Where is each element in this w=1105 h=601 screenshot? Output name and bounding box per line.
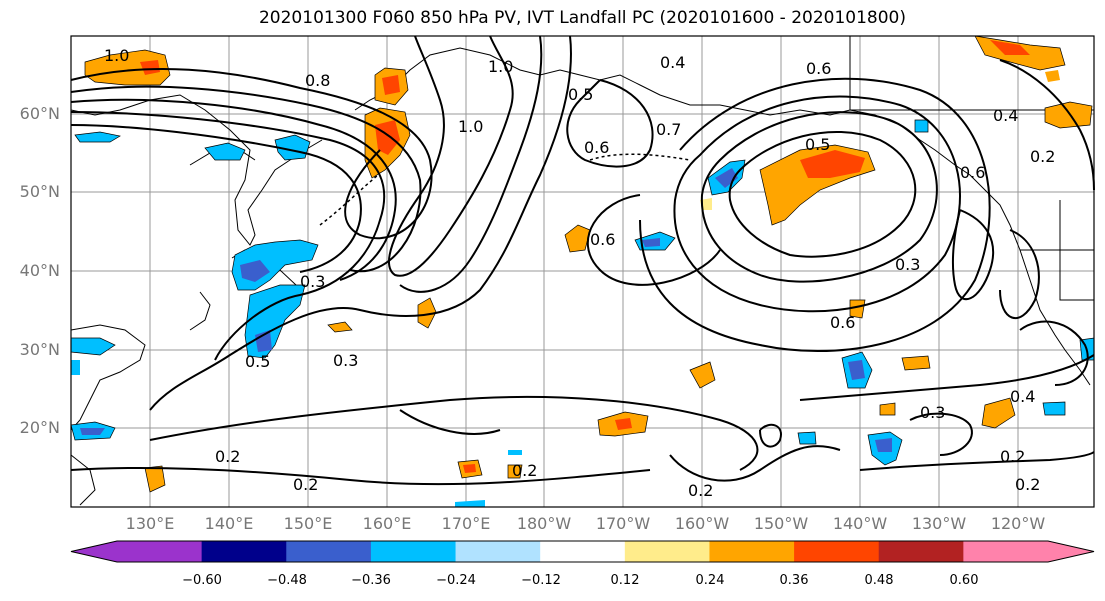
lon-tick-label: 130°W [911, 514, 967, 533]
contour-label: 0.3 [300, 272, 325, 291]
contour-label: 1.0 [104, 46, 129, 65]
colorbar-segment [963, 541, 1049, 562]
contour-label: 0.3 [333, 351, 358, 370]
colorbar-tick-label: −0.60 [182, 573, 222, 588]
colorbar-extend-min [71, 541, 117, 562]
lon-tick-label: 140°E [204, 514, 254, 533]
lon-tick-label: 150°E [283, 514, 333, 533]
colorbar-tick-label: 0.24 [695, 573, 725, 588]
contour-label: 0.4 [993, 106, 1018, 125]
lon-tick-label: 150°W [753, 514, 809, 533]
colorbar [70, 540, 1095, 563]
contour-label: 0.6 [584, 138, 609, 157]
colorbar-segment [540, 541, 626, 562]
colorbar-segment [709, 541, 795, 562]
contour-label: 1.0 [488, 57, 513, 76]
colorbar-tick-label: −0.48 [267, 573, 307, 588]
contour-label: 0.6 [806, 59, 831, 78]
lat-tick-label: 60°N [19, 104, 60, 123]
lat-tick-label: 20°N [19, 418, 60, 437]
lon-tick-label: 140°W [832, 514, 888, 533]
lon-tick-label: 120°W [990, 514, 1046, 533]
lon-tick-label: 160°W [674, 514, 730, 533]
contour-label: 0.6 [590, 230, 615, 249]
contour-label: 0.2 [688, 481, 713, 500]
colorbar-extend-max [1048, 541, 1094, 562]
contour-label: 0.5 [805, 135, 830, 154]
lat-tick-label: 30°N [19, 340, 60, 359]
contour-label: 0.4 [1010, 387, 1035, 406]
dashed-contour-2 [589, 153, 691, 161]
contour-label: 0.2 [215, 447, 240, 466]
colorbar-tick-label: 0.12 [610, 573, 640, 588]
contour-label: 0.3 [895, 255, 920, 274]
contour-label: 0.8 [305, 71, 330, 90]
colorbar-tick-label: −0.24 [436, 573, 476, 588]
contour-label: 0.2 [1015, 475, 1040, 494]
contour-label: 0.6 [960, 163, 985, 182]
pv-contours [70, 35, 1095, 486]
contour-label: 0.2 [1000, 447, 1025, 466]
contour-label: 0.6 [830, 313, 855, 332]
contour-label: 0.5 [568, 85, 593, 104]
lon-tick-label: 130°E [125, 514, 175, 533]
contour-label: 0.7 [656, 120, 681, 139]
lat-tick-label: 50°N [19, 182, 60, 201]
lon-tick-label: 170°W [595, 514, 651, 533]
positive-shading [84, 35, 1093, 493]
colorbar-segment [794, 541, 880, 562]
contour-label: 0.5 [245, 352, 270, 371]
lon-tick-label: 170°E [441, 514, 491, 533]
colorbar-tick-label: −0.12 [521, 573, 561, 588]
lon-tick-label: 180°W [516, 514, 572, 533]
colorbar-outline [70, 540, 1095, 563]
contour-label: 0.4 [660, 53, 685, 72]
colorbar-segment [878, 541, 964, 562]
colorbar-tick-label: 0.60 [949, 573, 979, 588]
colorbar-segment [286, 541, 372, 562]
colorbar-segment [624, 541, 710, 562]
colorbar-segment [370, 541, 457, 562]
colorbar-tick-label: 0.36 [779, 573, 809, 588]
lon-tick-label: 160°E [362, 514, 412, 533]
map-frame [70, 35, 1095, 508]
colorbar-segment [201, 541, 287, 562]
contour-label: 0.2 [293, 475, 318, 494]
colorbar-segment [117, 541, 203, 562]
dashed-contour [319, 174, 379, 226]
contour-labels: 1.0 0.8 1.0 0.5 0.4 0.6 0.6 0.7 0.5 0.6 … [104, 46, 1055, 500]
colorbar-tick-label: −0.36 [351, 573, 391, 588]
contour-label: 1.0 [458, 117, 483, 136]
contour-label: 0.2 [1030, 147, 1055, 166]
colorbar-segment [455, 541, 541, 562]
contour-label: 0.3 [920, 403, 945, 422]
map-title: 2020101300 F060 850 hPa PV, IVT Landfall… [258, 8, 906, 28]
lat-tick-label: 40°N [19, 261, 60, 280]
colorbar-tick-label: 0.48 [864, 573, 894, 588]
contour-label: 0.2 [512, 461, 537, 480]
